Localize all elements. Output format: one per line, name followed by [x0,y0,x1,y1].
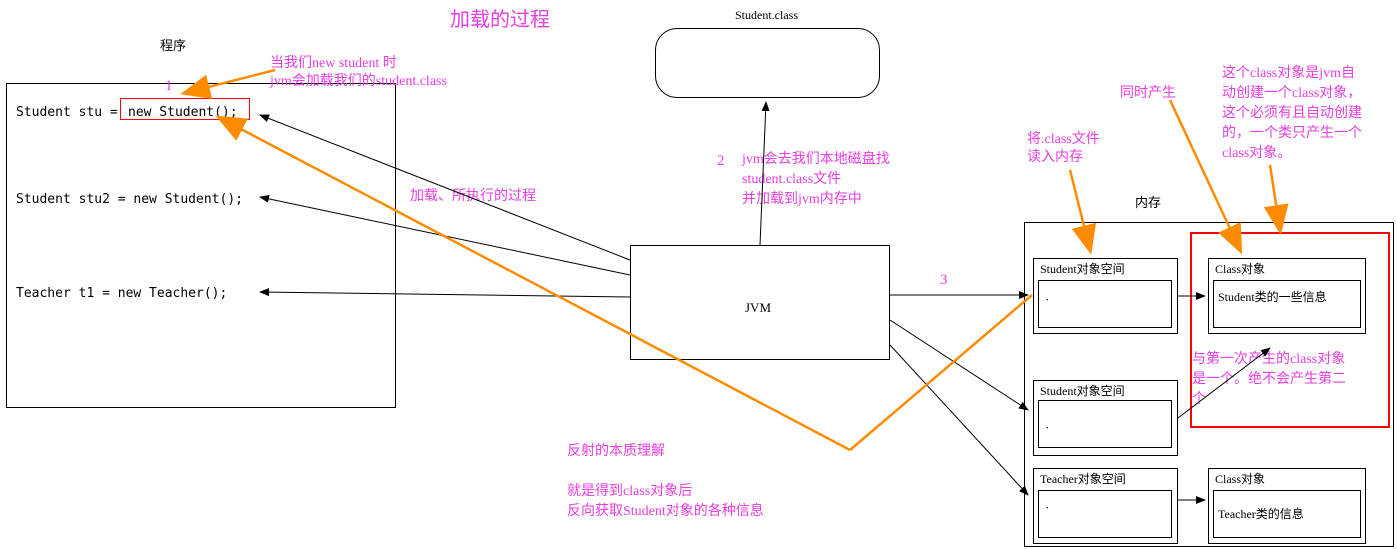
teacher-obj-title: Teacher对象空间 [1040,470,1126,487]
program-box [6,83,396,408]
ann3-line3: 并加载到jvm内存中 [742,188,862,208]
memory-label: 内存 [1135,192,1161,211]
student-obj2-title: Student对象空间 [1040,382,1125,399]
ann6-line3: 这个必须有且自动创建 [1222,102,1362,122]
code-stu2: Student stu2 = new Student(); [16,192,243,207]
ann7-line1: 与第一次产生的class对象 [1192,348,1345,368]
teacher-obj-inner [1038,490,1172,538]
class-obj1-title: Class对象 [1215,260,1265,277]
ann6-line4: 的，一个类只产生一个 [1222,122,1362,142]
student-obj1-title: Student对象空间 [1040,260,1125,277]
ann8-line2: 反向获取Student对象的各种信息 [567,500,764,520]
student-obj1-content: · [1045,292,1049,308]
class-obj2-content: Teacher类的信息 [1218,505,1304,522]
ann3-line2: student.class文件 [742,168,841,188]
step2-number: 2 [717,153,725,170]
ann4-line2: 读入内存 [1027,146,1083,166]
ann7-line2: 是一个。绝不会产生第二 [1192,368,1346,388]
student-class-label: Student.class [735,8,798,23]
ann2: 加载、所执行的过程 [410,185,536,205]
ann8-title: 反射的本质理解 [567,440,665,460]
student-class-box [655,28,880,98]
program-label: 程序 [160,35,186,54]
code-t1: Teacher t1 = new Teacher(); [16,286,227,301]
student-obj2-inner [1038,400,1172,448]
student-obj2-content: · [1045,420,1049,436]
ann8-line1: 就是得到class对象后 [567,480,692,500]
ann5: 同时产生 [1120,82,1176,102]
teacher-obj-content: · [1045,500,1049,516]
step1-number: 1 [165,78,173,95]
student-obj1-inner [1038,280,1172,328]
code-stu-right: new Student(); [128,105,238,120]
ann6-line1: 这个class对象是jvm自 [1222,62,1355,82]
ann4-line1: 将.class文件 [1027,128,1100,148]
ann6-line2: 动创建一个class对象， [1222,82,1361,102]
ann1-line2: jvm会加载我们的student.class [270,70,447,90]
ann7-line3: 个 [1192,388,1206,408]
ann1-line1: 当我们new student 时 [270,52,397,72]
diagram-title: 加载的过程 [450,3,550,32]
step3-number: 3 [940,272,948,289]
jvm-label: JVM [745,300,771,316]
ann6-line5: class对象。 [1222,142,1291,162]
code-stu-left: Student stu = [16,105,118,120]
class-obj1-content: Student类的一些信息 [1218,288,1358,305]
class-obj2-title: Class对象 [1215,470,1265,487]
ann3-line1: jvm会去我们本地磁盘找 [742,148,890,168]
